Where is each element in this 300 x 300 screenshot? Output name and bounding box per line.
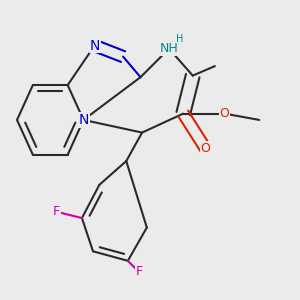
Text: H: H [176, 34, 184, 44]
Text: N: N [78, 113, 89, 127]
Text: NH: NH [160, 42, 178, 55]
Text: F: F [135, 266, 142, 278]
Text: F: F [53, 205, 60, 218]
Text: O: O [220, 107, 229, 120]
Text: O: O [200, 142, 210, 155]
Text: N: N [89, 38, 100, 52]
